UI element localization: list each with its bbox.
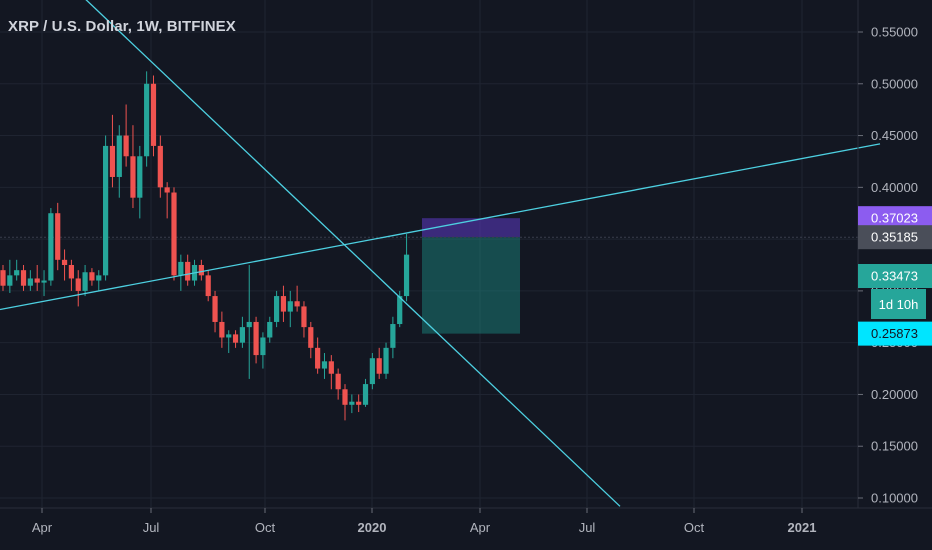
candle-body [390,324,396,348]
candle-body [219,321,225,338]
time-axis-label: Jul [143,520,160,535]
candle-body [226,334,232,338]
candle-body [20,270,27,286]
time-axis-label: Jul [579,520,596,535]
candle-body [89,272,95,281]
price-labels: 0.37023 0.35185 0.33473 1d 10h 0.25873 [858,206,932,346]
candle-body [109,145,116,177]
candle-body [144,83,150,157]
candle-body [328,361,334,374]
stop-zone[interactable] [422,237,520,334]
candle-body [267,321,273,338]
candle-body [342,389,348,405]
candle-body [308,327,314,348]
candle-body [116,135,122,177]
price-tick-label: 0.40000 [871,180,918,195]
candle-body [103,145,109,276]
candle-body [376,358,382,374]
price-tick-label: 0.20000 [871,387,918,402]
target-zone[interactable] [422,218,520,238]
price-tick-label: 0.10000 [871,491,918,506]
time-axis-label: Apr [32,520,53,535]
stop-price-tag [858,321,932,346]
position-tool[interactable] [0,218,858,334]
target-price-text: 0.37023 [871,211,918,226]
time-axis-label: Apr [470,520,491,535]
candle-body [41,280,47,283]
price-tick-label: 0.45000 [871,128,918,143]
last-price-text: 0.35185 [871,230,918,245]
trendlines[interactable] [0,0,881,507]
chart-title: XRP / U.S. Dollar, 1W, BITFINEX [8,18,236,35]
candle-body [130,156,136,198]
candle-body [403,254,410,297]
candle-body [349,401,355,405]
candle-body [68,265,74,279]
candle-body [362,384,369,405]
candle-body [287,301,293,312]
candle-body [185,261,191,281]
grid [0,0,858,508]
countdown-text: 1d 10h [879,297,919,312]
candle-body [82,272,88,291]
current-price-tag [858,264,932,288]
candle-body [397,296,403,325]
price-tick-label: 0.55000 [871,25,918,40]
trendline[interactable] [60,0,621,507]
candle-body [274,296,280,322]
current-price-text: 0.33473 [871,269,918,284]
candle-body [280,296,287,312]
candle-body [205,275,211,297]
candle-body [260,337,266,356]
candle-body [157,145,163,188]
candle-body [301,306,307,328]
candle-body [335,373,341,390]
candle-body [34,278,40,283]
candle-body [253,321,259,356]
candle-body [150,83,157,146]
candle-body [369,358,375,385]
candle-body [61,259,68,265]
candle-body [356,401,362,405]
candle-body [137,156,143,198]
candles [0,71,410,421]
candle-body [383,347,389,374]
countdown-tag [871,289,926,319]
candle-body [239,327,245,343]
time-axis[interactable]: Apr Jul Oct 2020 Apr Jul Oct 2021 [32,508,817,535]
price-tick-label: 0.15000 [871,439,918,454]
candle-body [27,278,33,286]
candle-body [14,270,20,276]
candle-body [321,361,328,369]
candle-body [178,261,184,276]
candle-body [75,278,81,291]
candle-body [294,301,300,307]
price-tick-label: 0.50000 [871,76,918,91]
candle-body [315,347,321,369]
time-axis-label: 2021 [788,520,817,535]
candle-body [7,275,13,286]
candle-body [164,187,170,193]
time-axis-label: Oct [684,520,705,535]
last-price-tag [858,225,932,250]
time-axis-label: 2020 [358,520,387,535]
candle-body [246,321,252,328]
candle-body [171,192,177,276]
trendline[interactable] [0,143,881,311]
candle-body [123,135,129,157]
candle-body [48,213,54,281]
candle-body [212,296,218,322]
candle-body [55,213,61,260]
candle-body [232,334,239,343]
candle-body [198,265,204,276]
candle-body [0,270,6,286]
candle-body [96,275,102,281]
time-axis-label: Oct [255,520,276,535]
stop-price-text: 0.25873 [871,326,918,341]
